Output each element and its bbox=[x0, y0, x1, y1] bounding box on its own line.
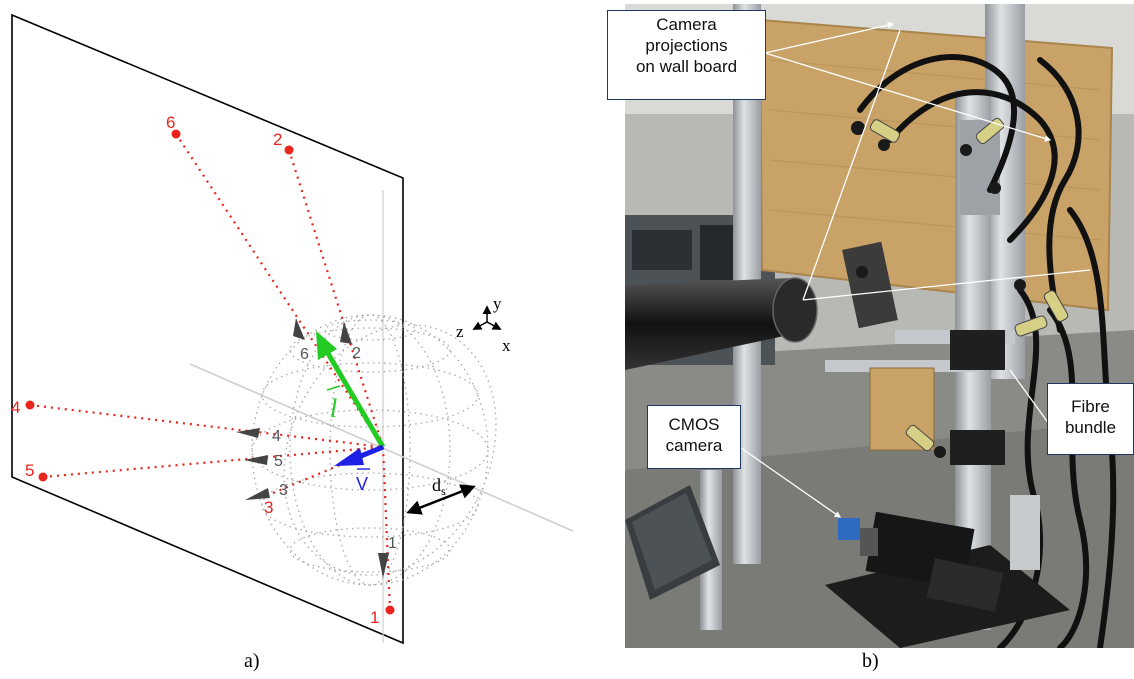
cone-6 bbox=[293, 318, 305, 340]
l-vector-label: l bbox=[330, 394, 337, 423]
callout-projections-line-2: projections bbox=[645, 36, 728, 55]
wall-point-6 bbox=[171, 129, 181, 139]
callout-fibre-line-2: bundle bbox=[1064, 418, 1117, 437]
marker-label-4: 4 bbox=[272, 428, 281, 445]
wall-label-2: 2 bbox=[273, 130, 282, 149]
ray-5 bbox=[42, 445, 384, 479]
cone-2 bbox=[340, 322, 352, 344]
wall-point-2 bbox=[284, 145, 294, 155]
sphere-direction-markers bbox=[236, 318, 389, 578]
callout-projections-line-3: on wall board bbox=[635, 57, 738, 76]
wall-label-3: 3 bbox=[264, 498, 273, 517]
caption-panel-b: b) bbox=[862, 650, 879, 672]
callout-camera-projections: Camera projections on wall board bbox=[607, 10, 766, 100]
callout-fibre-bundle: Fibre bundle bbox=[1047, 383, 1134, 455]
panel-a-diagram: 6 2 4 5 3 1 6 2 4 5 3 1 l bbox=[11, 13, 574, 645]
black-pipe bbox=[625, 278, 812, 370]
wall-label-6: 6 bbox=[166, 113, 175, 132]
axes-triad bbox=[472, 305, 502, 330]
l-vector-head bbox=[316, 331, 337, 360]
marker-label-3: 3 bbox=[279, 482, 288, 499]
wall-point-markers bbox=[25, 129, 395, 615]
wall-point-4 bbox=[25, 400, 35, 410]
marker-label-6: 6 bbox=[300, 346, 309, 363]
wall-plane bbox=[11, 13, 404, 645]
marker-label-1: 1 bbox=[388, 535, 397, 552]
wall-label-1: 1 bbox=[370, 608, 379, 627]
cone-1 bbox=[378, 553, 389, 578]
wall-point-5 bbox=[38, 472, 48, 482]
callout-cmos-camera: CMOS camera bbox=[647, 405, 741, 469]
wall-point-1 bbox=[385, 605, 395, 615]
annotation-lines bbox=[740, 21, 1091, 518]
callout-fibre-line-1: Fibre bbox=[1071, 397, 1110, 416]
cone-5 bbox=[244, 455, 268, 465]
caption-panel-a: a) bbox=[244, 650, 260, 672]
wall-label-4: 4 bbox=[11, 398, 20, 417]
axis-label-z: z bbox=[456, 322, 464, 341]
l-vector-label-arrow bbox=[326, 385, 341, 391]
ray-2 bbox=[287, 149, 385, 448]
callout-cmos-line-2: camera bbox=[665, 436, 723, 455]
marker-label-2: 2 bbox=[352, 345, 361, 362]
cone-4 bbox=[236, 428, 260, 438]
axis-label-x: x bbox=[502, 336, 511, 355]
dotted-sphere bbox=[251, 314, 497, 586]
v-vector-head bbox=[334, 448, 364, 466]
wall-label-5: 5 bbox=[25, 461, 34, 480]
axis-label-y: y bbox=[493, 294, 502, 313]
callout-cmos-line-1: CMOS bbox=[668, 415, 720, 434]
distance-arrow bbox=[406, 484, 476, 515]
callout-projections-line-1: Camera bbox=[656, 15, 717, 34]
v-vector-label: V bbox=[356, 474, 368, 494]
l-vector-shaft bbox=[323, 348, 386, 449]
distance-label: ds bbox=[432, 475, 446, 498]
marker-label-5: 5 bbox=[274, 453, 283, 470]
panel-b-photo bbox=[625, 4, 1134, 648]
cone-3 bbox=[245, 488, 270, 500]
